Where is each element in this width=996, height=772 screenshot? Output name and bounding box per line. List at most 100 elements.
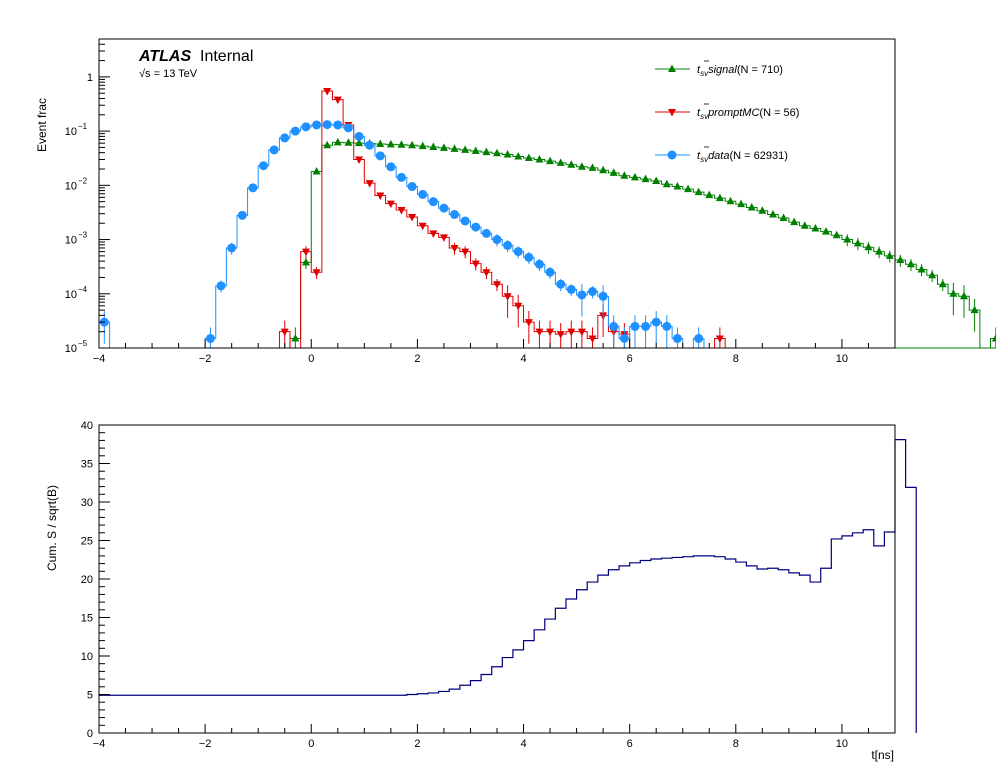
top-y-tick-label: 10 <box>65 126 77 138</box>
data-point <box>259 161 269 171</box>
data-point <box>450 209 460 219</box>
legend-entry-promptMC: tsvpromptMC(N = 56) <box>655 103 799 121</box>
data-point <box>418 141 427 150</box>
bottom-panel: −4 −2 0 2 4 6 8 10 0 5 10 15 20 25 30 35 40 Cum. S / sq… <box>45 420 917 762</box>
data-point <box>630 321 640 331</box>
data-point <box>875 247 884 255</box>
data-point <box>609 168 618 176</box>
data-point <box>291 333 300 342</box>
data-point <box>323 140 332 149</box>
data-point <box>662 179 671 188</box>
data-point <box>439 234 448 242</box>
data-point <box>662 321 672 331</box>
data-point <box>673 182 682 190</box>
data-point <box>397 207 406 215</box>
data-point <box>938 279 947 288</box>
data-point <box>684 184 693 193</box>
data-point <box>705 190 714 199</box>
bottom-y-tick-label: 5 <box>87 690 93 702</box>
data-point <box>290 126 300 136</box>
data-point <box>524 153 533 161</box>
data-point <box>376 192 385 200</box>
bottom-x-ticks: −4 −2 0 2 4 6 8 10 <box>93 724 896 750</box>
data-point <box>397 140 406 148</box>
data-point <box>503 293 512 301</box>
bottom-y-axis-label: Cum. S / sqrt(B) <box>45 485 59 571</box>
data-point <box>481 228 491 238</box>
data-point <box>428 197 438 207</box>
top-y-ticks: 10 −510 −410 −310 −210 −11 <box>65 38 110 355</box>
data-point <box>354 131 364 141</box>
bottom-x-tick-label: 8 <box>733 738 739 750</box>
legend-marker <box>668 109 676 117</box>
top-x-tick-label: −4 <box>93 353 106 365</box>
bottom-y-tick-label: 20 <box>81 574 93 586</box>
data-point <box>577 162 586 170</box>
data-point <box>534 259 544 269</box>
data-point <box>312 166 321 175</box>
data-point <box>970 305 979 314</box>
data-point <box>630 172 639 181</box>
data-point <box>471 260 480 269</box>
data-point <box>280 328 289 337</box>
data-point <box>779 213 788 221</box>
data-point <box>524 252 534 262</box>
bottom-x-tick-label: 10 <box>836 738 848 750</box>
data-point <box>726 196 735 205</box>
top-plot-frame <box>98 38 896 349</box>
data-point <box>376 139 385 147</box>
top-y-tick-exponent: −4 <box>78 285 88 294</box>
data-point <box>737 199 746 208</box>
data-point <box>514 152 523 160</box>
legend-entry-data: tsvdata(N = 62931) <box>655 146 788 164</box>
data-point <box>333 137 342 146</box>
top-x-ticks: −4 −2 0 2 4 6 8 10 <box>93 339 896 365</box>
top-y-tick-label: 10 <box>65 235 77 247</box>
data-point <box>269 145 279 155</box>
data-point <box>556 331 565 339</box>
data-point <box>949 289 958 297</box>
data-point <box>917 265 926 273</box>
data-point <box>546 156 555 165</box>
data-point <box>503 150 512 158</box>
data-point <box>365 140 375 150</box>
data-point <box>768 209 777 218</box>
bottom-x-tick-label: 6 <box>627 738 633 750</box>
bottom-x-tick-label: −2 <box>199 738 212 750</box>
data-point <box>577 290 587 300</box>
data-point <box>652 176 661 185</box>
data-point <box>503 240 513 250</box>
data-point <box>355 138 364 147</box>
top-y-tick-label: 10 <box>65 180 77 192</box>
data-point <box>471 146 480 154</box>
bottom-x-axis-label: t[ns] <box>871 748 894 762</box>
data-point <box>843 235 852 243</box>
data-point <box>864 242 873 251</box>
data-point <box>461 145 470 153</box>
data-point <box>588 287 598 297</box>
top-x-tick-label: 8 <box>733 353 739 365</box>
data-point <box>439 203 449 213</box>
data-point <box>312 269 321 277</box>
data-point <box>598 291 608 301</box>
bottom-y-ticks: 0 5 10 15 20 25 30 35 40 <box>81 420 110 740</box>
bottom-y-tick-label: 30 <box>81 497 93 509</box>
data-point <box>545 267 555 277</box>
data-point <box>822 227 831 235</box>
data-point <box>205 333 215 343</box>
data-point <box>535 154 544 163</box>
data-point <box>747 203 756 211</box>
data-point <box>513 247 523 257</box>
data-point <box>482 147 491 156</box>
data-point <box>333 120 343 130</box>
data-point <box>800 221 809 229</box>
top-x-tick-label: 6 <box>627 353 633 365</box>
bottom-y-tick-label: 25 <box>81 536 93 548</box>
bottom-series-group <box>99 439 917 733</box>
data-point <box>408 140 417 149</box>
bottom-y-tick-label: 40 <box>81 420 93 432</box>
top-y-tick-exponent: −3 <box>78 231 88 240</box>
data-point <box>546 328 555 337</box>
data-point <box>216 281 226 291</box>
legend-marker <box>667 150 677 160</box>
